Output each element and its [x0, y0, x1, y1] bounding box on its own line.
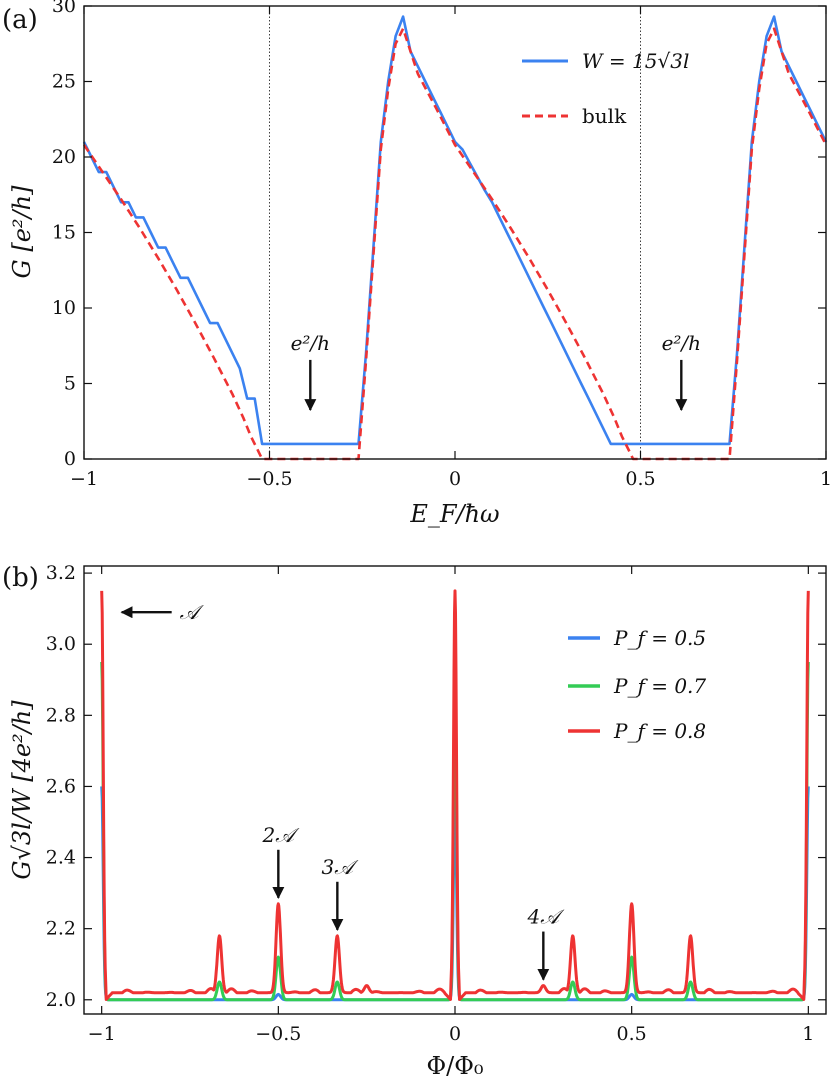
panel-b-ticks: −1 −0.5 0 0.5 1 2.0 2.2 2.4 2.6 2.8 3.0 3.2: [46, 562, 826, 1045]
y-tick-label: 2.2: [46, 918, 76, 940]
y-tick-label: 2.0: [46, 989, 76, 1011]
series-line-finite-width: [82, 15, 828, 446]
panel-b-label: (b): [2, 563, 39, 593]
panel-b-series: [100, 589, 810, 1002]
annotation-label: 2𝒜: [262, 823, 301, 847]
annotation-label: 𝒜: [180, 600, 205, 624]
y-tick-label: 2.8: [46, 704, 76, 726]
x-tick-label: 0: [449, 468, 461, 490]
series-line-pf08: [100, 589, 810, 1001]
y-tick-label: 10: [52, 297, 76, 319]
panel-a-axes-frame: [83, 5, 827, 460]
x-tick-label: 0.5: [617, 1023, 647, 1045]
panel-b-legend: P_f = 0.5 P_f = 0.7 P_f = 0.8: [568, 626, 706, 743]
y-tick-label: 3.2: [46, 562, 76, 584]
series-line-bulk: [82, 27, 828, 461]
panel-b-ylabel: G√3l/W [4e²/h]: [8, 700, 36, 880]
y-tick-label: 15: [52, 222, 76, 244]
annotation-label: e²/h: [291, 331, 330, 355]
panel-b-xlabel: Φ/Φ₀: [426, 1052, 483, 1080]
x-tick-label: −0.5: [246, 468, 292, 490]
panel-a-legend: W = 15√3l bulk: [522, 49, 689, 128]
y-tick-label: 30: [52, 0, 76, 17]
legend-label-pf08: P_f = 0.8: [613, 719, 706, 743]
panel-b: (b) −1 −0.5 0 0.5 1 2.0 2.2 2.4 2.6 2.8 3.0 3.2 Φ/Φ…: [2, 562, 827, 1080]
y-tick-label: 3.0: [46, 633, 76, 655]
x-tick-label: −1: [70, 468, 98, 490]
x-tick-label: 0: [449, 1023, 461, 1045]
x-tick-label: 0.5: [625, 468, 655, 490]
legend-label-bulk: bulk: [582, 104, 627, 128]
x-tick-label: −0.5: [255, 1023, 301, 1045]
x-tick-label: 1: [820, 468, 830, 490]
annotation-label: 4𝒜: [527, 905, 566, 929]
y-tick-label: 20: [52, 146, 76, 168]
y-tick-label: 2.6: [46, 775, 76, 797]
panel-a-series: [82, 15, 828, 461]
y-tick-label: 5: [64, 373, 76, 395]
panel-a-label: (a): [2, 5, 38, 35]
panel-a-ylabel: G [e²/h]: [8, 185, 36, 279]
y-tick-label: 2.4: [46, 847, 76, 869]
y-tick-label: 0: [64, 448, 76, 470]
panel-a-annotations: e²/h e²/h: [291, 331, 701, 412]
series-line-pf05: [100, 786, 810, 1002]
panel-b-annotations: 𝒜 2𝒜 3𝒜 4𝒜: [120, 600, 566, 981]
x-tick-label: −1: [88, 1023, 116, 1045]
x-tick-label: 1: [802, 1023, 814, 1045]
legend-label-w: W = 15√3l: [582, 49, 689, 73]
annotation-label: 3𝒜: [322, 855, 360, 879]
annotation-label: e²/h: [662, 331, 701, 355]
panel-a-xlabel: E_F/ħω: [409, 500, 499, 528]
legend-label-pf05: P_f = 0.5: [613, 626, 706, 650]
legend-label-pf07: P_f = 0.7: [613, 674, 706, 698]
y-tick-label: 25: [52, 71, 76, 93]
